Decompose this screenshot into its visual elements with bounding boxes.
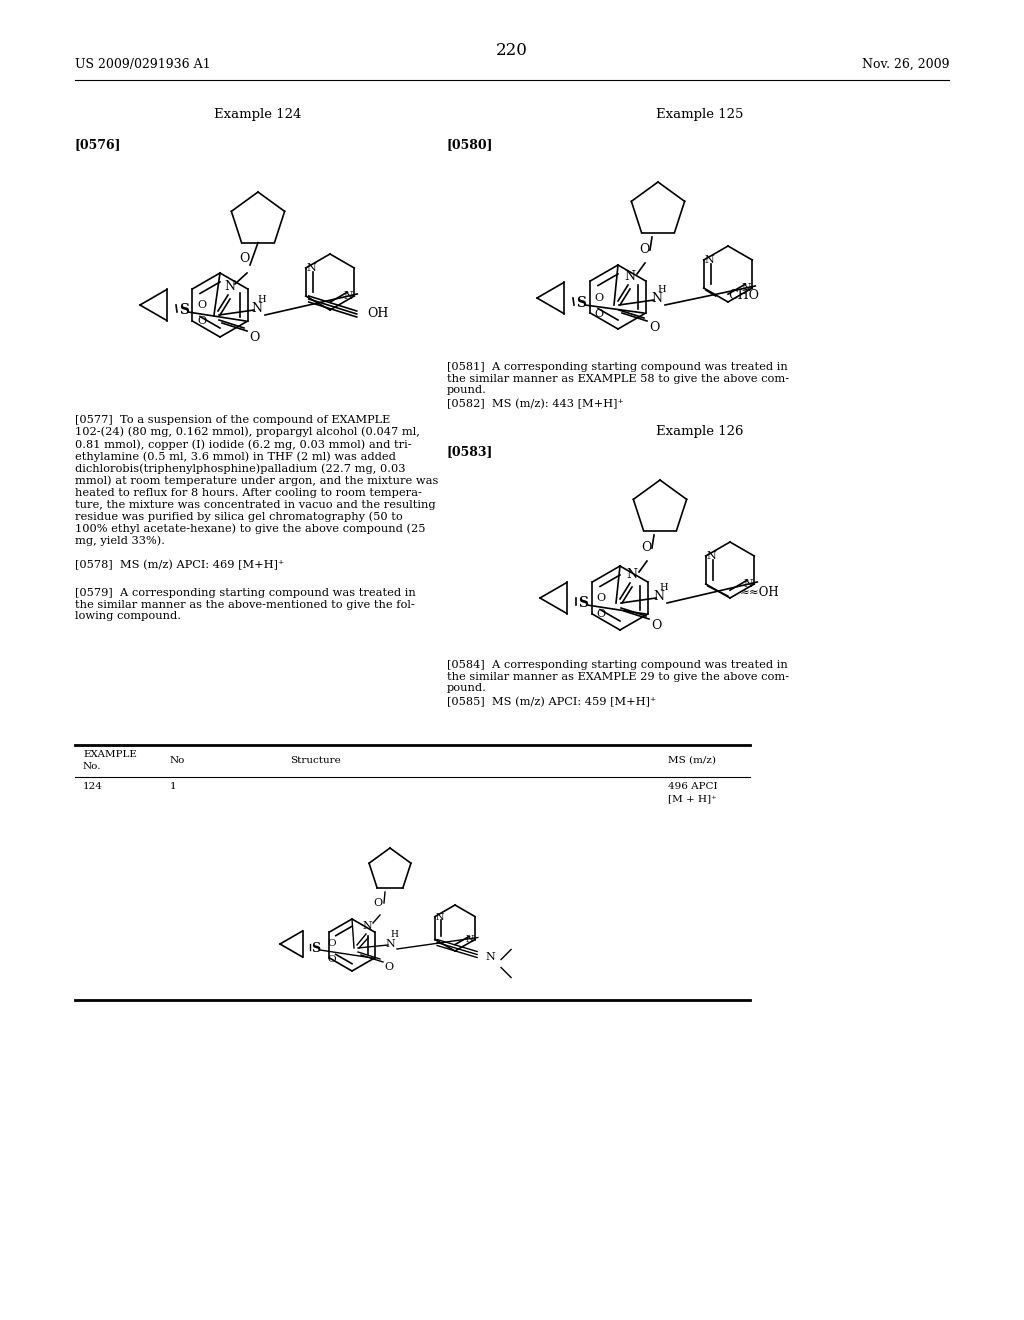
Text: O: O xyxy=(596,609,605,619)
Text: EXAMPLE: EXAMPLE xyxy=(83,750,137,759)
Text: Example 126: Example 126 xyxy=(656,425,743,438)
Text: CHO: CHO xyxy=(728,289,759,302)
Text: 1: 1 xyxy=(170,781,176,791)
Text: N: N xyxy=(653,590,665,603)
Text: Nov. 26, 2009: Nov. 26, 2009 xyxy=(862,58,950,71)
Text: No: No xyxy=(170,756,185,766)
Text: N: N xyxy=(743,579,753,589)
Text: O: O xyxy=(641,541,651,554)
Text: 220: 220 xyxy=(496,42,528,59)
Text: O: O xyxy=(374,898,383,908)
Text: O: O xyxy=(596,593,605,603)
Text: N: N xyxy=(627,568,638,581)
Text: OH: OH xyxy=(367,308,388,319)
Text: N: N xyxy=(625,271,636,282)
Text: S: S xyxy=(179,304,189,317)
Text: S: S xyxy=(311,942,321,954)
Text: [0582]  MS (m/z): 443 [M+H]⁺: [0582] MS (m/z): 443 [M+H]⁺ xyxy=(447,399,624,409)
Text: [0579]  A corresponding starting compound was treated in
the similar manner as t: [0579] A corresponding starting compound… xyxy=(75,587,416,622)
Text: O: O xyxy=(651,619,662,632)
Text: O: O xyxy=(327,954,336,964)
Text: [0583]: [0583] xyxy=(447,445,494,458)
Text: [0581]  A corresponding starting compound was treated in
the similar manner as E: [0581] A corresponding starting compound… xyxy=(447,362,790,395)
Text: H: H xyxy=(657,285,667,294)
Text: [0576]: [0576] xyxy=(75,139,122,150)
Text: N: N xyxy=(436,912,444,921)
Text: O: O xyxy=(327,939,336,948)
Text: N: N xyxy=(343,290,353,301)
Text: N: N xyxy=(705,255,715,265)
Text: 496 APCI: 496 APCI xyxy=(668,781,718,791)
Text: ≈≈OH: ≈≈OH xyxy=(739,586,779,599)
Text: N: N xyxy=(707,550,717,561)
Text: [M + H]⁺: [M + H]⁺ xyxy=(668,795,717,803)
Text: N: N xyxy=(307,263,316,273)
Text: No.: No. xyxy=(83,762,101,771)
Text: N: N xyxy=(651,292,663,305)
Text: O: O xyxy=(384,962,393,972)
Text: S: S xyxy=(575,296,586,310)
Text: N: N xyxy=(252,302,262,315)
Text: O: O xyxy=(649,321,659,334)
Text: O: O xyxy=(594,309,603,319)
Text: O: O xyxy=(639,243,649,256)
Text: O: O xyxy=(197,300,206,310)
Text: Example 124: Example 124 xyxy=(214,108,302,121)
Text: O: O xyxy=(239,252,249,265)
Text: O: O xyxy=(594,293,603,304)
Text: [0578]  MS (m/z) APCI: 469 [M+H]⁺: [0578] MS (m/z) APCI: 469 [M+H]⁺ xyxy=(75,560,284,570)
Text: H: H xyxy=(258,294,266,304)
Text: [0584]  A corresponding starting compound was treated in
the similar manner as E: [0584] A corresponding starting compound… xyxy=(447,660,790,693)
Text: US 2009/0291936 A1: US 2009/0291936 A1 xyxy=(75,58,211,71)
Text: S: S xyxy=(578,597,588,610)
Text: MS (m/z): MS (m/z) xyxy=(668,756,716,766)
Text: N: N xyxy=(362,921,372,931)
Text: [0585]  MS (m/z) APCI: 459 [M+H]⁺: [0585] MS (m/z) APCI: 459 [M+H]⁺ xyxy=(447,697,656,708)
Text: H: H xyxy=(390,931,398,939)
Text: Structure: Structure xyxy=(290,756,341,766)
Text: N: N xyxy=(466,936,474,945)
Text: N: N xyxy=(224,280,236,293)
Text: [0580]: [0580] xyxy=(447,139,494,150)
Text: O: O xyxy=(249,331,259,345)
Text: 124: 124 xyxy=(83,781,102,791)
Text: O: O xyxy=(197,315,206,326)
Text: N: N xyxy=(741,282,752,293)
Text: [0577]  To a suspension of the compound of EXAMPLE
102-(24) (80 mg, 0.162 mmol),: [0577] To a suspension of the compound o… xyxy=(75,414,438,546)
Text: N: N xyxy=(385,939,395,949)
Text: N: N xyxy=(485,952,495,961)
Text: Example 125: Example 125 xyxy=(656,108,743,121)
Text: H: H xyxy=(659,583,669,591)
